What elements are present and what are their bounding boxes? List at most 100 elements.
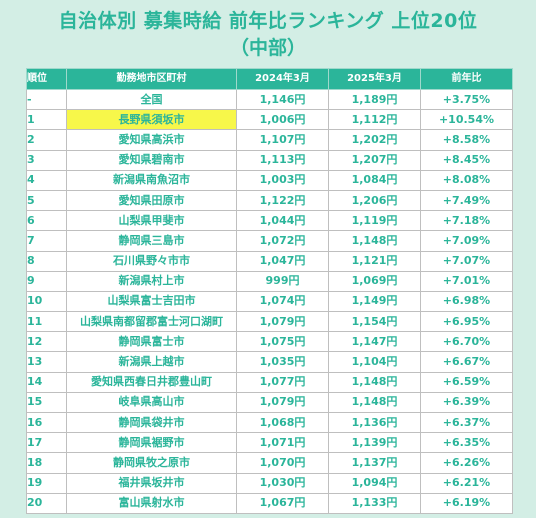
yoy-cell: +7.18% [420, 210, 513, 232]
wage-2024-cell: 1,047円 [236, 250, 329, 272]
table-row: 18 静岡県牧之原市 1,070円 1,137円 +6.26% [26, 452, 513, 474]
wage-2024-cell: 1,006円 [236, 109, 329, 131]
rank-cell: 3 [26, 149, 67, 171]
rank-cell: 2 [26, 129, 67, 151]
municipality-cell: 岐阜県高山市 [66, 391, 237, 414]
wage-2024-cell: 1,068円 [236, 411, 329, 434]
wage-2024-cell: 1,067円 [236, 492, 329, 514]
municipality-cell: 静岡県裾野市 [66, 432, 237, 454]
yoy-cell: +10.54% [420, 109, 513, 131]
yoy-cell: +6.95% [420, 311, 513, 333]
table-header-row: 順位 勤務地市区町村 2024年3月 2025年3月 前年比 [26, 68, 513, 90]
rank-cell: 16 [26, 411, 67, 434]
yoy-cell: +7.07% [420, 250, 513, 272]
yoy-cell: +6.67% [420, 351, 513, 373]
header-municipality: 勤務地市区町村 [66, 68, 237, 90]
municipality-cell: 愛知県高浜市 [66, 129, 237, 151]
wage-2024-cell: 1,070円 [236, 452, 329, 474]
municipality-cell: 静岡県袋井市 [66, 411, 237, 434]
wage-2025-cell: 1,139円 [328, 432, 421, 454]
yoy-cell: +6.19% [420, 492, 513, 514]
wage-2024-cell: 1,122円 [236, 189, 329, 212]
rank-cell: 9 [26, 270, 67, 292]
wage-2024-cell: 1,075円 [236, 331, 329, 353]
table-row: 17 静岡県裾野市 1,071円 1,139円 +6.35% [26, 432, 513, 454]
wage-2024-cell: 1,035円 [236, 351, 329, 373]
wage-2025-cell: 1,207円 [328, 149, 421, 171]
yoy-cell: +7.09% [420, 230, 513, 252]
municipality-cell: 新潟県上越市 [66, 351, 237, 373]
rank-cell: 8 [26, 250, 67, 272]
wage-2025-cell: 1,147円 [328, 331, 421, 353]
yoy-cell: +6.35% [420, 432, 513, 454]
rank-cell: 5 [26, 189, 67, 212]
table-row: 10 山梨県富士吉田市 1,074円 1,149円 +6.98% [26, 290, 513, 313]
table-row: 16 静岡県袋井市 1,068円 1,136円 +6.37% [26, 411, 513, 434]
yoy-cell: +6.21% [420, 472, 513, 494]
yoy-cell: +6.39% [420, 391, 513, 414]
wage-2025-cell: 1,069円 [328, 270, 421, 292]
rank-cell: 13 [26, 351, 67, 373]
table-body: - 全国 1,146円 1,189円 +3.75% 1 長野県須坂市 1,006円 1,112円… [26, 88, 513, 514]
wage-2024-cell: 1,072円 [236, 230, 329, 252]
table-row: 14 愛知県西春日井郡豊山町 1,077円 1,148円 +6.59% [26, 371, 513, 393]
wage-2024-cell: 1,030円 [236, 472, 329, 494]
rank-cell: 7 [26, 230, 67, 252]
municipality-cell: 愛知県碧南市 [66, 149, 237, 171]
table-row: 12 静岡県富士市 1,075円 1,147円 +6.70% [26, 331, 513, 353]
header-yoy: 前年比 [420, 68, 513, 90]
wage-2025-cell: 1,189円 [328, 88, 421, 111]
wage-2024-cell: 1,071円 [236, 432, 329, 454]
wage-2024-cell: 1,146円 [236, 88, 329, 111]
rank-cell: 12 [26, 331, 67, 353]
yoy-cell: +6.98% [420, 290, 513, 313]
municipality-cell: 静岡県三島市 [66, 230, 237, 252]
wage-2024-cell: 1,079円 [236, 391, 329, 414]
municipality-cell: 山梨県南都留郡富士河口湖町 [66, 311, 237, 333]
table-row: 13 新潟県上越市 1,035円 1,104円 +6.67% [26, 351, 513, 373]
wage-2025-cell: 1,202円 [328, 129, 421, 151]
municipality-cell: 新潟県南魚沼市 [66, 169, 237, 191]
municipality-cell: 全国 [66, 88, 237, 111]
rank-cell: 18 [26, 452, 67, 474]
table-row: 6 山梨県甲斐市 1,044円 1,119円 +7.18% [26, 210, 513, 232]
table-row: 20 富山県射水市 1,067円 1,133円 +6.19% [26, 492, 513, 514]
table-row: 2 愛知県高浜市 1,107円 1,202円 +8.58% [26, 129, 513, 151]
rank-cell: 6 [26, 210, 67, 232]
municipality-cell: 石川県野々市市 [66, 250, 237, 272]
yoy-cell: +6.37% [420, 411, 513, 434]
wage-2025-cell: 1,121円 [328, 250, 421, 272]
wage-2025-cell: 1,084円 [328, 169, 421, 191]
table-row: 1 長野県須坂市 1,006円 1,112円 +10.54% [26, 109, 513, 131]
table-row: 7 静岡県三島市 1,072円 1,148円 +7.09% [26, 230, 513, 252]
header-rank: 順位 [26, 68, 67, 90]
municipality-cell: 福井県坂井市 [66, 472, 237, 494]
rank-cell: 1 [26, 109, 67, 131]
wage-2025-cell: 1,148円 [328, 391, 421, 414]
ranking-table: 順位 勤務地市区町村 2024年3月 2025年3月 前年比 - 全国 1,146円… [26, 68, 513, 514]
yoy-cell: +8.58% [420, 129, 513, 151]
yoy-cell: +7.01% [420, 270, 513, 292]
table-row: 8 石川県野々市市 1,047円 1,121円 +7.07% [26, 250, 513, 272]
rank-cell: 14 [26, 371, 67, 393]
wage-2024-cell: 1,077円 [236, 371, 329, 393]
wage-2025-cell: 1,119円 [328, 210, 421, 232]
rank-cell: 11 [26, 311, 67, 333]
rank-cell: 4 [26, 169, 67, 191]
page-subtitle: （中部） [229, 37, 306, 59]
wage-2024-cell: 1,044円 [236, 210, 329, 232]
municipality-cell: 愛知県田原市 [66, 189, 237, 212]
yoy-cell: +3.75% [420, 88, 513, 111]
wage-2024-cell: 1,107円 [236, 129, 329, 151]
municipality-cell: 静岡県牧之原市 [66, 452, 237, 474]
wage-2025-cell: 1,104円 [328, 351, 421, 373]
table-row: 9 新潟県村上市 999円 1,069円 +7.01% [26, 270, 513, 292]
wage-2025-cell: 1,136円 [328, 411, 421, 434]
wage-2024-cell: 1,113円 [236, 149, 329, 171]
table-row: 3 愛知県碧南市 1,113円 1,207円 +8.45% [26, 149, 513, 171]
wage-2025-cell: 1,094円 [328, 472, 421, 494]
table-row: - 全国 1,146円 1,189円 +3.75% [26, 88, 513, 111]
municipality-cell: 静岡県富士市 [66, 331, 237, 353]
table-row: 19 福井県坂井市 1,030円 1,094円 +6.21% [26, 472, 513, 494]
